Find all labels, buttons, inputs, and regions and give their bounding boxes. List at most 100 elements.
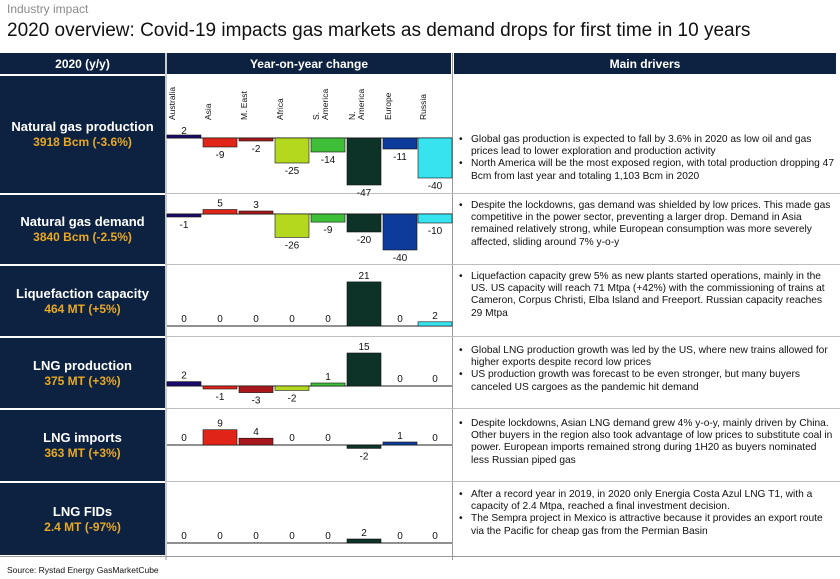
bar xyxy=(238,137,274,142)
row-title: LNG imports xyxy=(43,430,122,445)
header-main-drivers: Main drivers xyxy=(454,53,836,74)
driver-bullet: Despite the lockdowns, gas demand was sh… xyxy=(454,200,836,249)
data-label: 1 xyxy=(325,372,331,383)
data-label: 15 xyxy=(358,342,370,353)
data-label: 0 xyxy=(397,314,403,325)
data-label: 0 xyxy=(181,531,187,542)
row-subtitle: 3840 Bcm (-2.5%) xyxy=(33,230,132,244)
bar xyxy=(238,385,274,393)
data-label: -40 xyxy=(393,253,408,264)
row-label-lng-imports: LNG imports 363 MT (+3%) xyxy=(0,410,165,481)
bar xyxy=(346,352,382,387)
row-subtitle: 363 MT (+3%) xyxy=(44,446,121,460)
data-label: 0 xyxy=(397,531,403,542)
row-title: Natural gas production xyxy=(11,119,154,134)
bar xyxy=(310,137,346,153)
data-label: 0 xyxy=(289,531,295,542)
bar xyxy=(346,137,382,186)
row-subtitle: 2.4 MT (-97%) xyxy=(44,519,121,534)
bar xyxy=(202,385,238,390)
data-label: 0 xyxy=(217,314,223,325)
bar xyxy=(310,213,346,223)
driver-bullet: Global LNG production growth was led by … xyxy=(454,345,836,369)
data-label: 5 xyxy=(217,199,223,210)
row-label-gas-production: Natural gas production 3918 Bcm (-3.6%) xyxy=(0,76,165,193)
drivers-lng-imports: Despite lockdowns, Asian LNG demand grew… xyxy=(454,418,836,467)
data-label: 0 xyxy=(432,433,438,444)
data-label: -11 xyxy=(393,152,407,163)
bar xyxy=(417,137,453,179)
header-period: 2020 (y/y) xyxy=(0,53,165,74)
row-title: LNG FIDs xyxy=(52,503,113,519)
bar xyxy=(346,281,382,327)
region-label: M. East xyxy=(239,91,249,120)
data-label: -26 xyxy=(285,240,300,251)
data-label: 0 xyxy=(432,531,438,542)
data-label: 0 xyxy=(432,374,438,385)
data-label: 21 xyxy=(358,271,370,282)
data-label: 0 xyxy=(253,314,259,325)
bar xyxy=(202,137,238,148)
row-subtitle: 375 MT (+3%) xyxy=(44,373,121,388)
region-label: America xyxy=(356,89,366,120)
data-label: -40 xyxy=(428,181,443,192)
bar xyxy=(417,321,453,327)
region-label: Africa xyxy=(275,98,285,120)
region-label: S. xyxy=(311,112,321,120)
drivers-gas-production: Global gas production is expected to fal… xyxy=(454,134,836,183)
data-label: 2 xyxy=(181,371,187,382)
data-label: -3 xyxy=(252,396,261,407)
data-label: -47 xyxy=(357,188,372,199)
data-label: 0 xyxy=(325,531,331,542)
bar xyxy=(166,134,202,139)
bar xyxy=(166,381,202,387)
row-title: Natural gas demand xyxy=(20,214,145,229)
data-label: 2 xyxy=(361,528,367,539)
data-label: -20 xyxy=(357,235,372,246)
data-label: 0 xyxy=(181,314,187,325)
data-label: 0 xyxy=(289,433,295,444)
data-label: -1 xyxy=(216,392,225,403)
bar xyxy=(310,382,346,387)
row-label-lng-fids: LNG FIDs 2.4 MT (-97%) xyxy=(0,483,165,555)
drivers-lng-fids: After a record year in 2019, in 2020 onl… xyxy=(454,489,836,538)
data-label: 3 xyxy=(253,200,259,211)
bar xyxy=(238,437,274,446)
row-label-liquefaction: Liquefaction capacity 464 MT (+5%) xyxy=(0,266,165,336)
data-label: -9 xyxy=(216,150,225,161)
region-label: America xyxy=(320,89,330,120)
driver-bullet: US production growth was forecast to be … xyxy=(454,369,836,393)
data-label: 2 xyxy=(432,311,438,322)
bar xyxy=(238,210,274,215)
supertitle: Industry impact xyxy=(7,2,89,16)
bar xyxy=(166,213,202,218)
source-note: Source: Rystad Energy GasMarketCube xyxy=(7,565,159,575)
data-label: 0 xyxy=(325,314,331,325)
data-label: -2 xyxy=(288,393,297,404)
row-title: Liquefaction capacity xyxy=(16,285,149,301)
data-label: -14 xyxy=(321,155,336,166)
driver-bullet: Liquefaction capacity grew 5% as new pla… xyxy=(454,271,836,320)
data-label: 0 xyxy=(217,531,223,542)
driver-bullet: Global gas production is expected to fal… xyxy=(454,134,836,158)
bar xyxy=(274,385,310,391)
drivers-lng-production: Global LNG production growth was led by … xyxy=(454,345,836,394)
row-title: LNG production xyxy=(33,357,132,373)
data-label: -2 xyxy=(360,451,369,462)
bar xyxy=(274,213,310,238)
region-label: Russia xyxy=(418,94,428,120)
data-label: 1 xyxy=(397,431,403,442)
drivers-liquefaction: Liquefaction capacity grew 5% as new pla… xyxy=(454,271,836,320)
bar xyxy=(202,209,238,215)
data-label: -10 xyxy=(428,226,443,237)
region-label: N. xyxy=(347,112,357,121)
data-label: 9 xyxy=(217,419,223,430)
row-label-lng-production: LNG production 375 MT (+3%) xyxy=(0,338,165,408)
row-subtitle: 3918 Bcm (-3.6%) xyxy=(33,135,132,149)
driver-bullet: After a record year in 2019, in 2020 onl… xyxy=(454,489,836,513)
bar xyxy=(346,213,382,233)
header-yoy-change: Year-on-year change xyxy=(167,53,451,74)
data-label: 2 xyxy=(181,126,187,137)
region-label: Europe xyxy=(383,92,393,120)
